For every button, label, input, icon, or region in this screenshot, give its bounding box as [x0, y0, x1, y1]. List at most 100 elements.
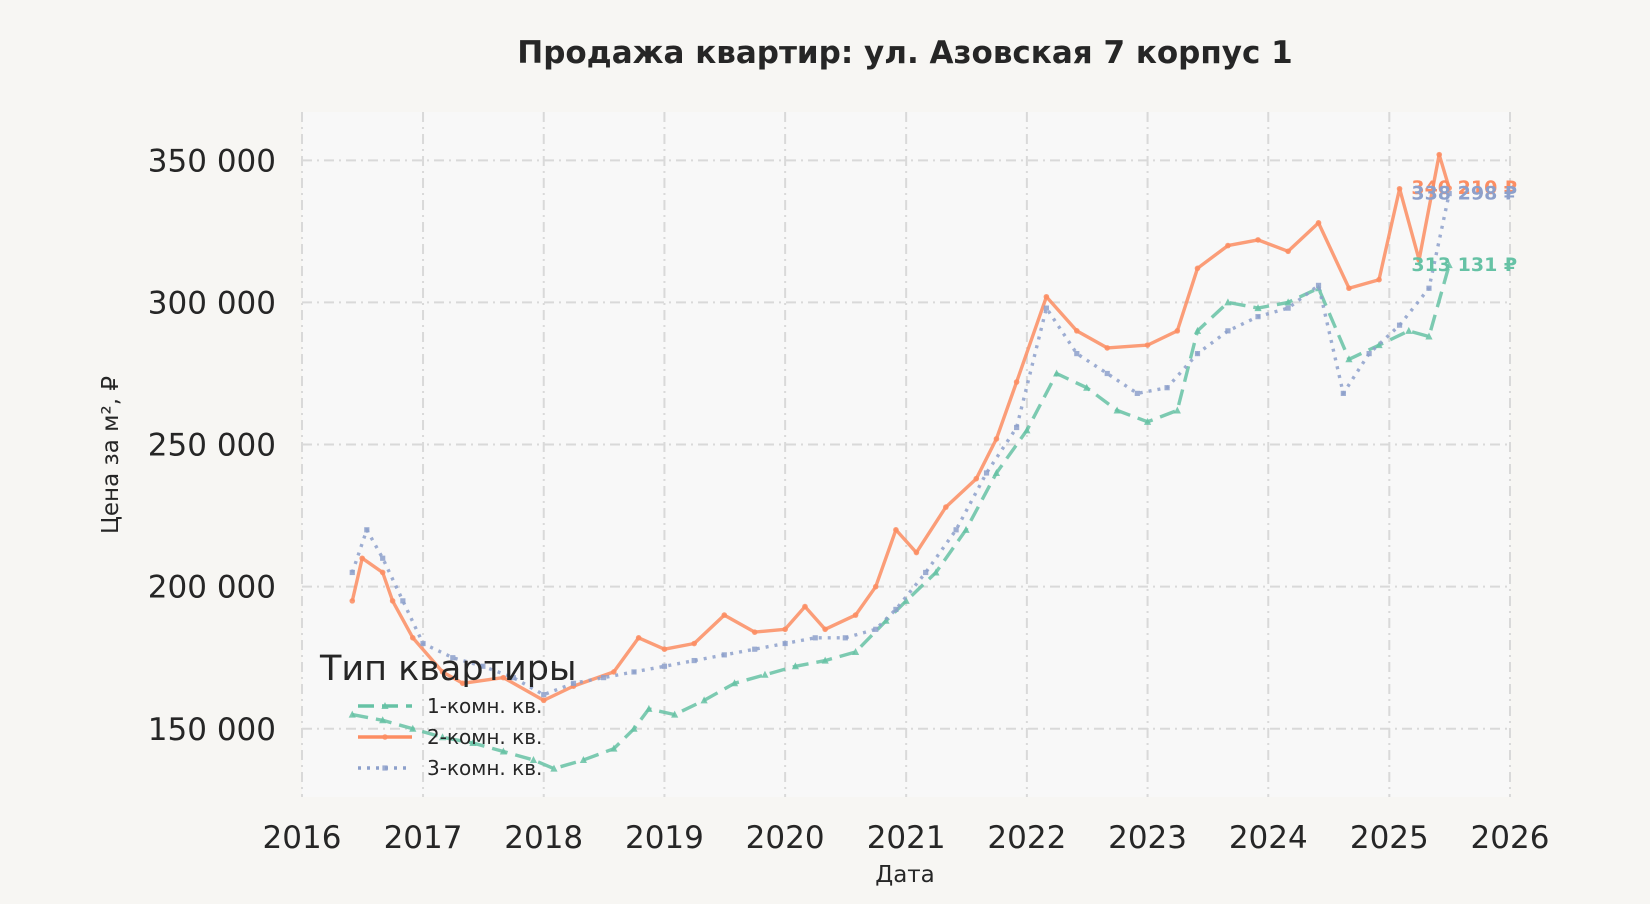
data-point: [510, 675, 516, 681]
data-point: [610, 744, 618, 752]
x-tick-label: 2018: [504, 820, 583, 856]
data-point: [1445, 261, 1453, 269]
legend-label: 3-комн. кв.: [427, 756, 542, 780]
y-tick-label: 200 000: [148, 570, 276, 606]
data-point: [661, 646, 668, 652]
data-point: [893, 527, 899, 533]
y-tick-label: 350 000: [148, 143, 276, 179]
data-point: [500, 674, 507, 681]
data-point: [1074, 350, 1080, 357]
data-point: [611, 669, 617, 675]
data-point: [671, 710, 679, 718]
data-point: [1043, 305, 1049, 311]
x-tick-label: 2021: [867, 820, 946, 856]
data-point: [943, 504, 949, 510]
data-point: [1285, 305, 1291, 311]
x-axis-label: Дата: [875, 862, 935, 888]
data-point: [962, 525, 970, 533]
series-line: [350, 193, 1451, 697]
data-point: [1376, 276, 1382, 283]
data-point: [349, 598, 356, 604]
data-point: [379, 569, 386, 576]
data-point: [348, 710, 356, 718]
legend-item: 1-комн. кв.: [358, 694, 542, 718]
data-point: [1225, 242, 1231, 249]
data-point: [752, 646, 758, 652]
y-tick-label: 150 000: [148, 712, 276, 748]
y-axis-label: Цена за м², ₽: [98, 376, 124, 534]
data-point: [1446, 185, 1452, 191]
data-point: [450, 655, 456, 661]
data-point: [821, 656, 829, 664]
data-point: [782, 626, 788, 633]
x-axis-ticks: 2016 2017 2018 2019 2020 2021 2022 2023 2024 2025…: [263, 820, 1550, 856]
data-point: [1073, 328, 1080, 334]
x-tick-label: 2025: [1350, 820, 1429, 856]
data-point: [1426, 285, 1432, 291]
data-point: [469, 738, 477, 746]
y-tick-label: 250 000: [148, 428, 276, 464]
legend-marker: [382, 765, 388, 771]
data-point: [480, 663, 486, 669]
series-layer: [348, 151, 1453, 772]
data-point: [409, 635, 416, 641]
data-point: [923, 569, 929, 576]
end-value-label: 340 210 ₽: [1411, 177, 1517, 199]
data-point: [1396, 322, 1403, 328]
data-point: [730, 679, 739, 687]
data-point: [439, 669, 446, 675]
end-labels: 313 131 ₽ 340 210 ₽338 298 ₽: [1411, 177, 1517, 276]
data-point: [721, 652, 727, 658]
legend-marker: [381, 702, 389, 709]
data-point: [380, 555, 386, 561]
data-point: [570, 680, 577, 686]
data-point: [1416, 257, 1422, 263]
data-point: [812, 635, 818, 641]
data-point: [1405, 326, 1413, 334]
data-point: [1144, 342, 1151, 348]
data-point: [631, 669, 637, 675]
data-point: [1173, 406, 1181, 414]
data-point: [600, 675, 607, 681]
data-point: [822, 626, 828, 633]
chart-title: Продажа квартир: ул. Азовская 7 корпус 1: [517, 35, 1292, 71]
data-point: [1043, 293, 1050, 300]
data-point: [1254, 304, 1262, 312]
data-point: [1375, 341, 1383, 349]
data-point: [529, 756, 538, 764]
data-point: [400, 598, 406, 604]
data-point: [1083, 383, 1091, 391]
data-point: [1425, 332, 1433, 340]
data-point: [1113, 406, 1121, 414]
data-point: [691, 657, 697, 664]
data-point: [1143, 417, 1152, 425]
data-point: [1315, 220, 1322, 226]
x-tick-label: 2026: [1471, 820, 1550, 856]
data-point: [420, 640, 426, 647]
x-tick-label: 2024: [1229, 820, 1308, 856]
data-point: [1053, 369, 1061, 377]
data-point: [1104, 345, 1111, 351]
y-axis-ticks: 150 000 200 000 250 000 300 000 350 000: [148, 143, 276, 747]
x-tick-label: 2019: [625, 820, 704, 856]
legend-marker: [382, 734, 388, 740]
data-point: [1345, 355, 1353, 363]
data-point: [1014, 424, 1020, 431]
data-point: [1193, 326, 1202, 334]
data-point: [1446, 190, 1452, 197]
data-point: [842, 635, 848, 641]
data-point: [782, 640, 788, 647]
data-point: [550, 764, 558, 772]
data-point: [438, 733, 447, 741]
data-point: [761, 670, 769, 678]
data-point: [721, 612, 728, 618]
data-point: [379, 716, 387, 724]
data-point: [872, 583, 879, 590]
x-tick-label: 2016: [263, 820, 342, 856]
data-point: [691, 640, 697, 647]
x-tick-label: 2020: [746, 820, 825, 856]
data-point: [1340, 390, 1346, 396]
grid: [301, 112, 1511, 797]
x-tick-label: 2017: [384, 820, 463, 856]
